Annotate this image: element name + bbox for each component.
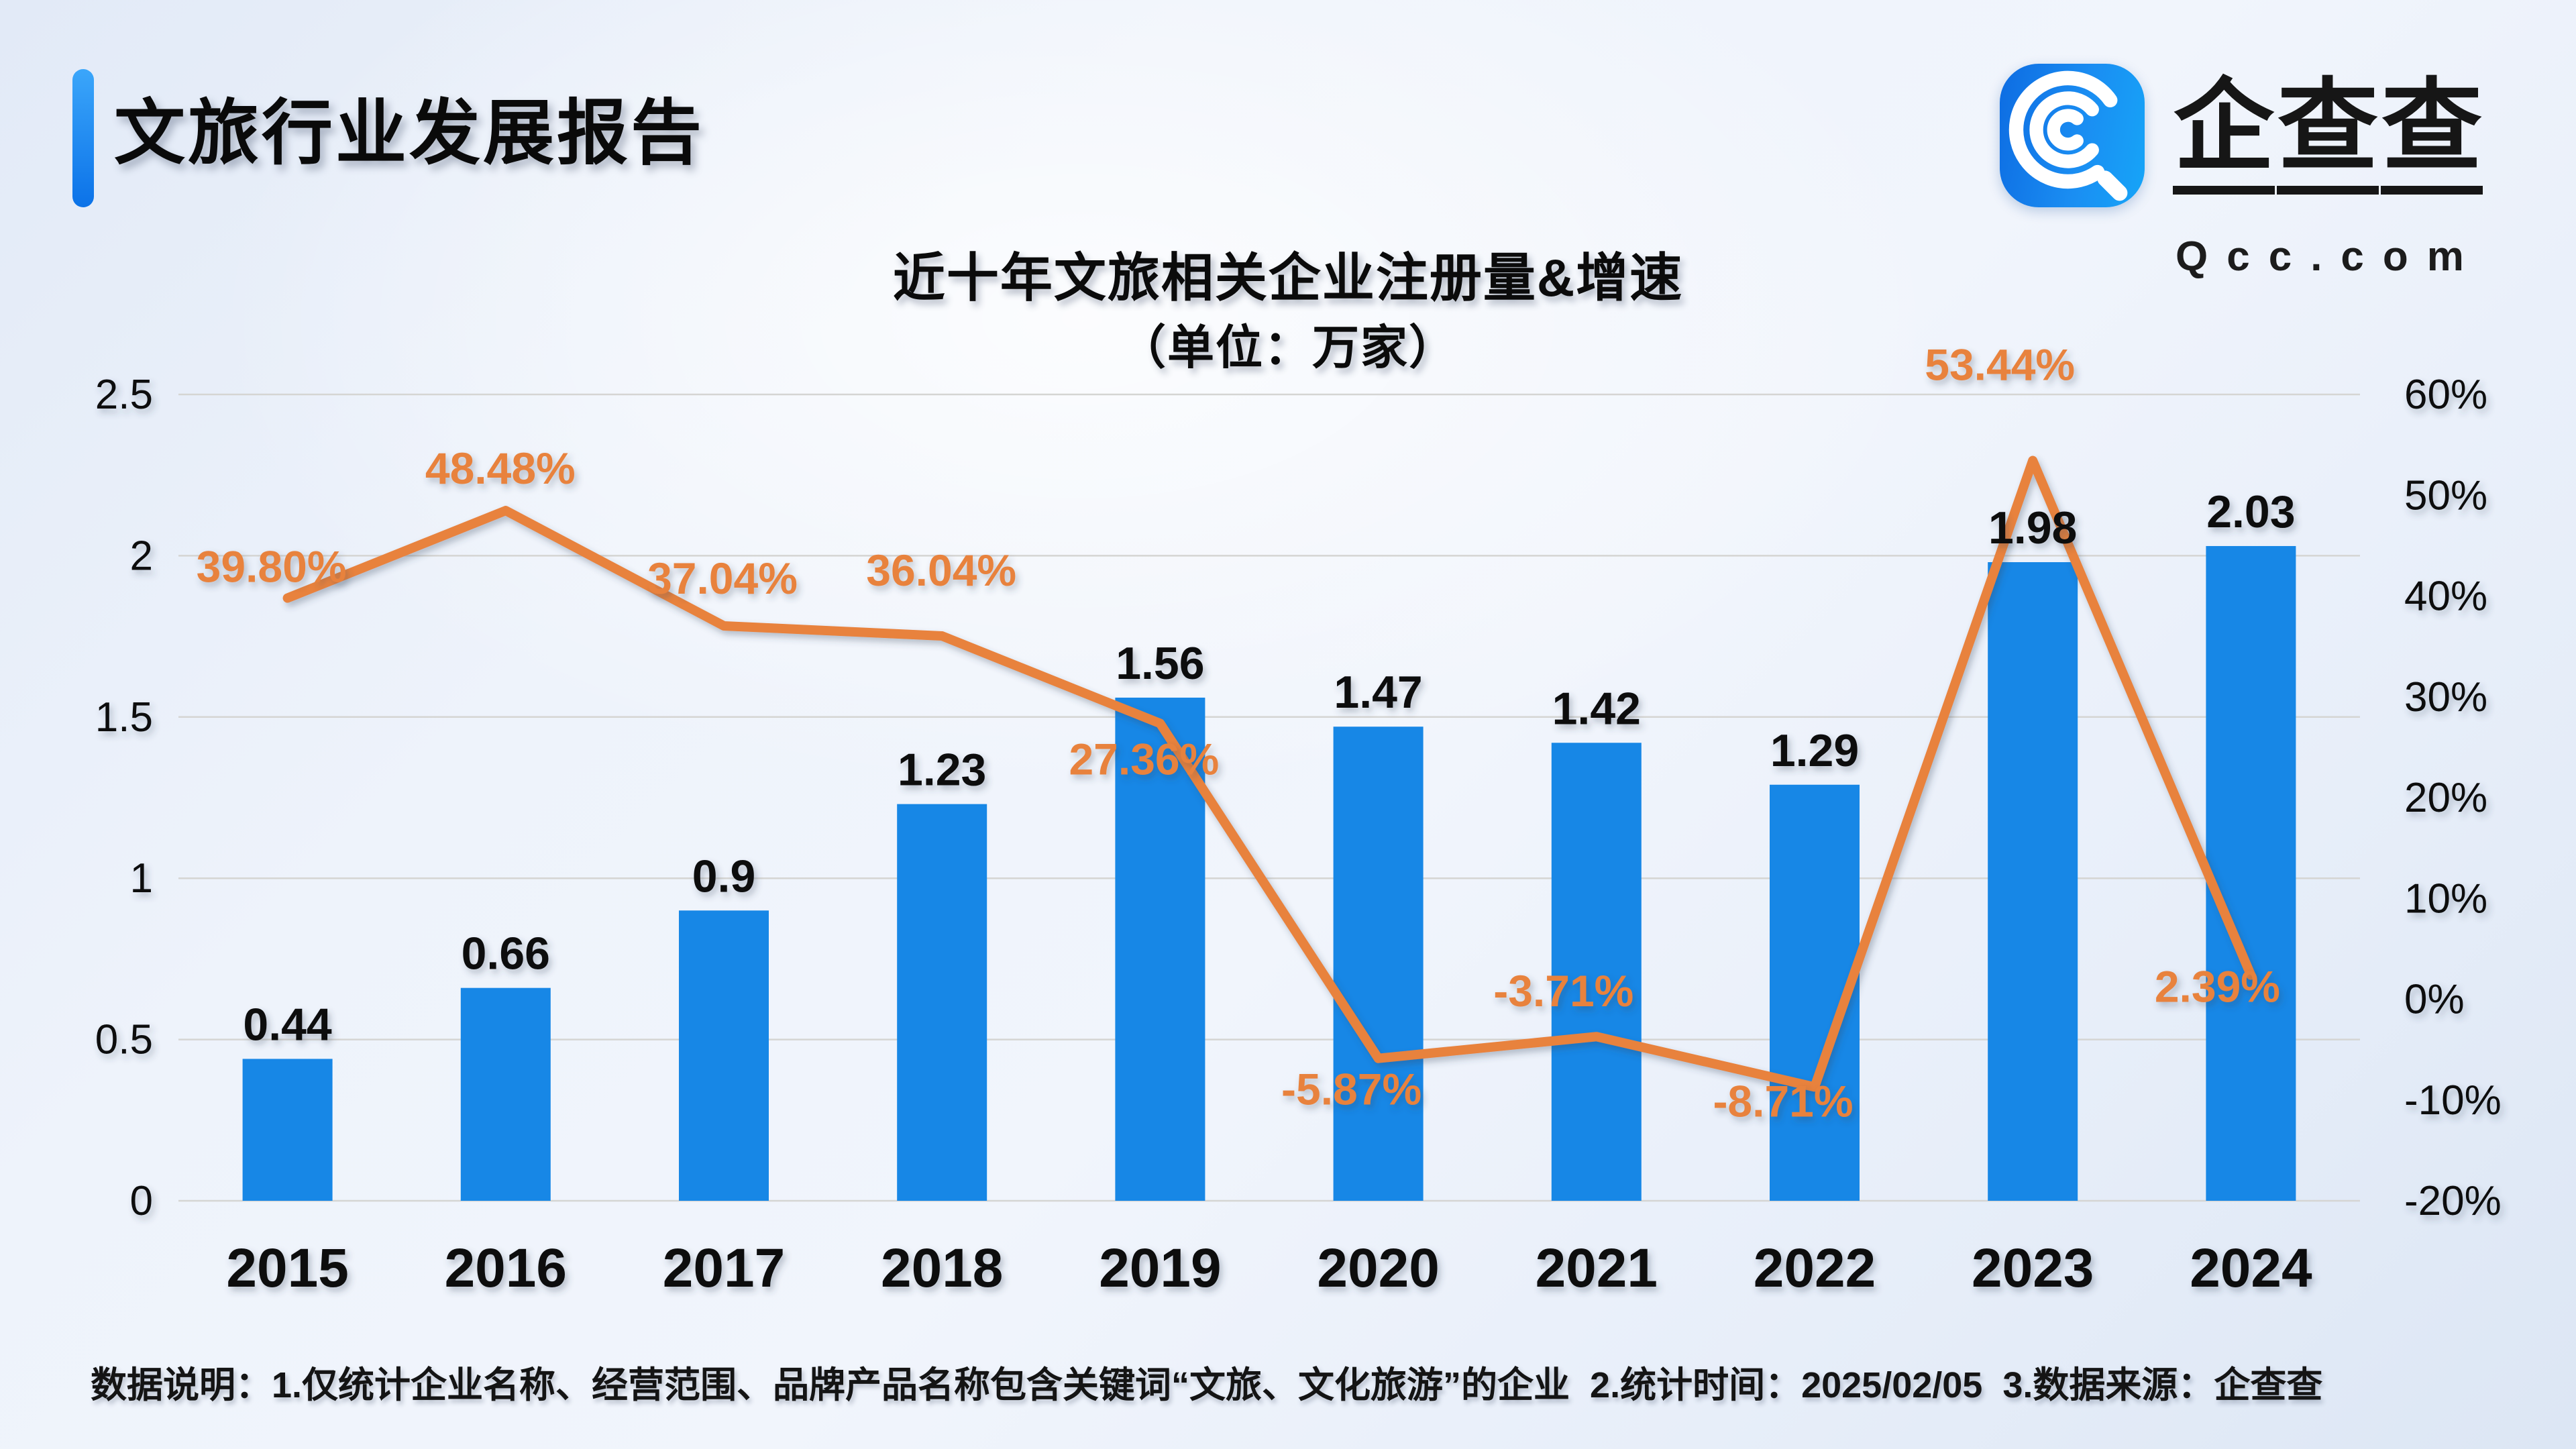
x-axis-label-2018: 2018 (881, 1238, 1003, 1299)
bars-series (242, 545, 2296, 1201)
right-axis-tick: 30% (2404, 674, 2487, 720)
bar-value-label: 0.44 (243, 999, 332, 1050)
right-axis-tick: 50% (2404, 472, 2487, 519)
bar-2023 (1988, 562, 2078, 1201)
brand-char: 查 (2381, 76, 2483, 195)
x-axis-label-2015: 2015 (226, 1238, 348, 1299)
right-axis-tick: 60% (2404, 372, 2487, 418)
right-axis-tick: 10% (2404, 875, 2487, 922)
left-axis-tick: 2 (130, 533, 153, 579)
bar-value-label: 2.03 (2206, 486, 2295, 537)
right-axis-labels: -20% -10% 0% 10% 20% 30% 40% 50% 60% (2404, 372, 2502, 1224)
growth-rate-label: 48.48% (425, 443, 576, 493)
growth-rate-label: 53.44% (1925, 340, 2075, 390)
magnifier-glyph (2008, 70, 2128, 201)
title-accent-bar (72, 69, 94, 207)
bar-2016 (460, 987, 551, 1201)
bar-2015 (242, 1059, 333, 1201)
growth-rate-label: 37.04% (647, 553, 798, 603)
brand-domain: Qcc.com (2176, 233, 2483, 280)
right-axis-tick: 20% (2404, 775, 2487, 821)
right-axis-tick: -10% (2404, 1077, 2502, 1124)
bar-value-label: 1.23 (898, 745, 986, 796)
brand-name-cn: 企查查 (2173, 76, 2485, 195)
bar-2021 (1551, 743, 1642, 1201)
right-axis-tick: 0% (2404, 977, 2465, 1023)
left-axis-tick: 2.5 (95, 372, 153, 418)
growth-rate-label: 36.04% (866, 545, 1016, 595)
growth-rate-labels: 39.80% 48.48% 37.04% 36.04% 27.36% -5.87% -3.7… (197, 340, 2280, 1126)
bar-2019 (1115, 697, 1205, 1201)
growth-rate-label: 39.80% (197, 542, 347, 592)
x-axis-label-2019: 2019 (1099, 1238, 1221, 1299)
report-title: 文旅行业发展报告 (114, 94, 704, 173)
brand-char: 查 (2277, 76, 2379, 195)
bar-value-label: 1.42 (1552, 683, 1641, 734)
right-axis-tick: -20% (2404, 1178, 2502, 1224)
bar-2024 (2206, 545, 2296, 1201)
right-axis-tick: 40% (2404, 574, 2487, 620)
bar-value-label: 1.47 (1334, 667, 1422, 718)
bar-2018 (897, 804, 987, 1201)
growth-rate-label: -5.87% (1281, 1065, 1421, 1114)
bar-value-label: 0.9 (692, 851, 756, 902)
growth-rate-label: 2.39% (2155, 962, 2280, 1012)
bar-2017 (679, 910, 769, 1201)
x-axis-label-2020: 2020 (1317, 1238, 1439, 1299)
bar-value-labels: 0.44 0.66 0.9 1.23 1.56 1.47 1.42 1.29 1.98 2.03 (243, 486, 2295, 1050)
bar-value-label: 1.56 (1116, 638, 1204, 689)
left-axis-tick: 1.5 (95, 694, 153, 741)
left-axis-tick: 1 (130, 855, 153, 902)
bar-value-label: 0.66 (462, 928, 550, 979)
data-note: 数据说明：1.仅统计企业名称、经营范围、品牌产品名称包含关键词“文旅、文化旅游”… (91, 1365, 2323, 1405)
x-axis-label-2021: 2021 (1536, 1238, 1658, 1299)
x-axis-labels: 2015 2016 2017 2018 2019 2020 2021 2022 2023 2024 (226, 1238, 2312, 1299)
growth-rate-label: 27.36% (1069, 734, 1219, 784)
left-axis-labels: 0 0.5 1 1.5 2 2.5 (95, 372, 153, 1224)
bar-value-label: 1.98 (1988, 502, 2077, 553)
x-axis-label-2022: 2022 (1754, 1238, 1876, 1299)
qcc-magnifier-icon (2000, 64, 2145, 207)
x-axis-label-2017: 2017 (663, 1238, 785, 1299)
chart-title: 近十年文旅相关企业注册量&增速 (892, 248, 1684, 307)
left-axis-tick: 0.5 (95, 1017, 153, 1063)
qcc-logo: 企查查 Qcc.com (2000, 64, 2489, 295)
growth-line (282, 455, 2256, 1092)
brand-char: 企 (2173, 76, 2275, 195)
x-axis-label-2016: 2016 (445, 1238, 567, 1299)
bar-2020 (1333, 727, 1424, 1201)
x-axis-label-2023: 2023 (1972, 1238, 2094, 1299)
bar-value-label: 1.29 (1770, 725, 1859, 776)
x-axis-label-2024: 2024 (2190, 1238, 2312, 1299)
growth-rate-label: -3.71% (1493, 966, 1633, 1016)
left-axis-tick: 0 (130, 1178, 153, 1224)
chart-subtitle: （单位：万家） (1119, 321, 1457, 374)
growth-rate-label: -8.71% (1713, 1076, 1853, 1126)
